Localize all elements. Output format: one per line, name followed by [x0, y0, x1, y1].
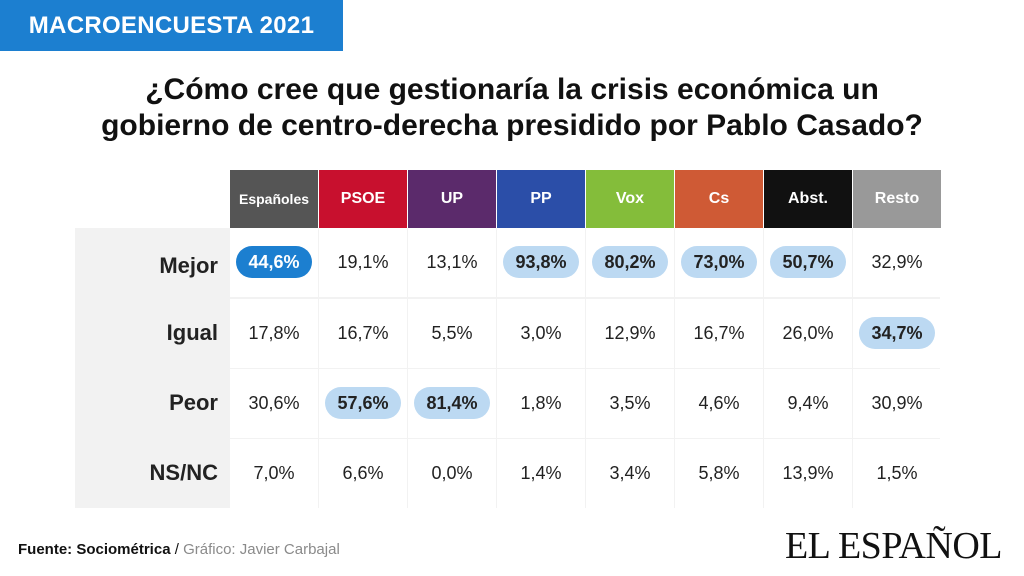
- column-header-up: UP: [408, 170, 496, 228]
- row-label-mejor: Mejor: [159, 253, 218, 278]
- cell-value: 9,4%: [787, 393, 829, 413]
- table-cell: 26,0%: [764, 299, 852, 368]
- cell-value: 93,8%: [503, 246, 579, 278]
- source-line: Fuente: Sociométrica / Gráfico: Javier C…: [18, 541, 340, 558]
- table-cell: 12,9%: [586, 299, 674, 368]
- source-label: Fuente: Sociométrica: [18, 541, 171, 558]
- cell-value: 17,8%: [248, 323, 300, 343]
- survey-badge: MACROENCUESTA 2021: [0, 0, 343, 51]
- table-cell: 3,0%: [497, 299, 585, 368]
- cell-value: 26,0%: [782, 323, 834, 343]
- title-line-2: gobierno de centro-derecha presidido por…: [101, 109, 923, 142]
- source-separator: /: [170, 541, 184, 558]
- table-cell: 5,5%: [408, 299, 496, 368]
- table-cell: 80,2%: [586, 228, 674, 297]
- cell-value: 5,5%: [431, 323, 473, 343]
- cell-value: 3,4%: [609, 463, 651, 483]
- table-cell: 16,7%: [319, 299, 407, 368]
- table-cell: 1,4%: [497, 439, 585, 508]
- column-header-abst: Abst.: [764, 170, 852, 228]
- cell-value: 12,9%: [604, 323, 656, 343]
- table-cell: 30,9%: [853, 369, 941, 438]
- cell-value: 0,0%: [431, 463, 473, 483]
- cell-value: 80,2%: [592, 246, 668, 278]
- cell-value: 73,0%: [681, 246, 757, 278]
- cell-value: 57,6%: [325, 387, 401, 419]
- cell-value: 30,9%: [871, 393, 923, 413]
- cell-value: 32,9%: [871, 252, 923, 272]
- table-cell: 32,9%: [853, 228, 941, 297]
- cell-value: 13,9%: [782, 463, 834, 483]
- table-cell: 1,5%: [853, 439, 941, 508]
- table-cell: 30,6%: [230, 369, 318, 438]
- cell-value: 1,5%: [876, 463, 918, 483]
- cell-value: 16,7%: [337, 323, 389, 343]
- column-header-españoles: Españoles: [230, 170, 318, 228]
- table-cell: 73,0%: [675, 228, 763, 297]
- table-cell: 3,5%: [586, 369, 674, 438]
- cell-value: 1,4%: [520, 463, 562, 483]
- chart-title: ¿Cómo cree que gestionaría la crisis eco…: [60, 72, 964, 144]
- column-header-cs: Cs: [675, 170, 763, 228]
- table-cell: 34,7%: [853, 299, 941, 368]
- results-table: Españoles PSOE UP PP Vox Cs Abst. Resto Mejor 44,…: [75, 170, 941, 508]
- table-cell: 16,7%: [675, 299, 763, 368]
- column-header-psoe: PSOE: [319, 170, 407, 228]
- table-cell: 6,6%: [319, 439, 407, 508]
- cell-value: 5,8%: [698, 463, 740, 483]
- cell-value: 4,6%: [698, 393, 740, 413]
- table-cell: 93,8%: [497, 228, 585, 297]
- table-cell: 81,4%: [408, 369, 496, 438]
- table-cell: 7,0%: [230, 439, 318, 508]
- table-cell: 57,6%: [319, 369, 407, 438]
- cell-value: 3,5%: [609, 393, 651, 413]
- table-cell: 13,1%: [408, 228, 496, 297]
- table-cell: 3,4%: [586, 439, 674, 508]
- column-header-resto: Resto: [853, 170, 941, 228]
- table-cell: 50,7%: [764, 228, 852, 297]
- cell-value: 13,1%: [426, 252, 478, 272]
- row-label-igual: Igual: [166, 320, 218, 345]
- table-cell: 4,6%: [675, 369, 763, 438]
- table-cell: 9,4%: [764, 369, 852, 438]
- table-cell: 0,0%: [408, 439, 496, 508]
- cell-value: 19,1%: [337, 252, 389, 272]
- cell-value: 50,7%: [770, 246, 846, 278]
- cell-value: 16,7%: [693, 323, 745, 343]
- table-cell: 13,9%: [764, 439, 852, 508]
- column-header-vox: Vox: [586, 170, 674, 228]
- cell-value: 1,8%: [520, 393, 562, 413]
- cell-value: 34,7%: [859, 317, 935, 349]
- cell-value: 7,0%: [253, 463, 295, 483]
- table-cell: 44,6%: [230, 228, 318, 297]
- column-header-pp: PP: [497, 170, 585, 228]
- title-line-1: ¿Cómo cree que gestionaría la crisis eco…: [145, 73, 879, 106]
- table-cell: 19,1%: [319, 228, 407, 297]
- cell-value: 3,0%: [520, 323, 562, 343]
- table-cell: 5,8%: [675, 439, 763, 508]
- cell-value: 44,6%: [236, 246, 312, 278]
- row-label-peor: Peor: [169, 390, 218, 415]
- el-espanol-logo: EL ESPAÑOL: [784, 525, 1003, 567]
- row-label-ns-nc: NS/NC: [149, 460, 218, 485]
- cell-value: 6,6%: [342, 463, 384, 483]
- graphic-credit: Gráfico: Javier Carbajal: [183, 541, 340, 558]
- cell-value: 30,6%: [248, 393, 300, 413]
- cell-value: 81,4%: [414, 387, 490, 419]
- table-cell: 17,8%: [230, 299, 318, 368]
- table-cell: 1,8%: [497, 369, 585, 438]
